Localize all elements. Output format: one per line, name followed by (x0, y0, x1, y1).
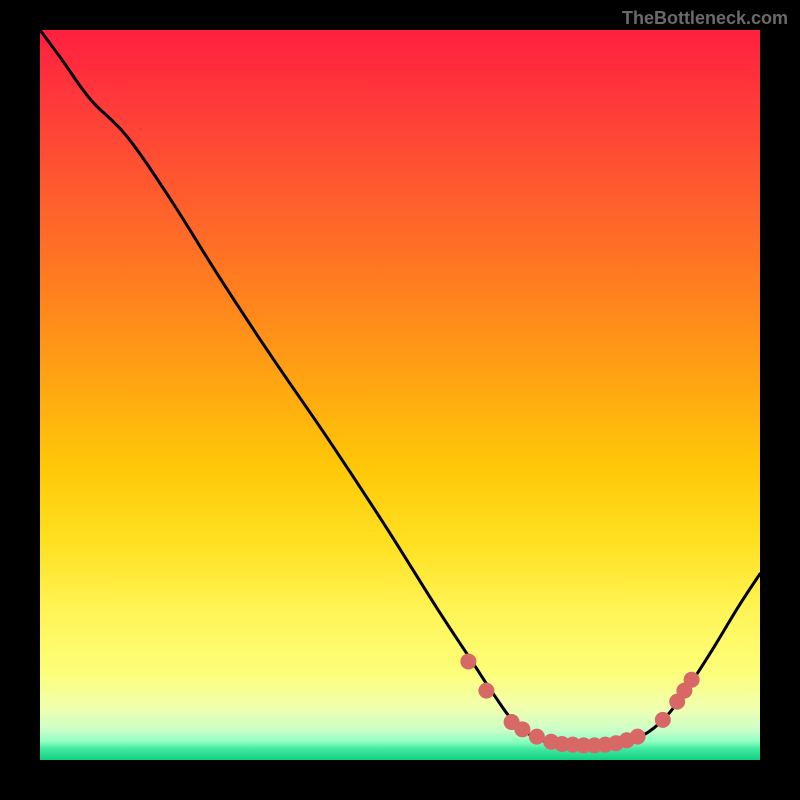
data-marker (684, 672, 700, 688)
gradient-background (40, 30, 760, 760)
plot-area (40, 30, 760, 760)
chart-svg (40, 30, 760, 760)
data-marker (514, 721, 530, 737)
data-marker (478, 683, 494, 699)
data-marker (460, 653, 476, 669)
data-marker (529, 729, 545, 745)
data-marker (630, 729, 646, 745)
data-marker (655, 712, 671, 728)
chart-container: TheBottleneck.com (0, 0, 800, 800)
watermark-label: TheBottleneck.com (622, 8, 788, 29)
